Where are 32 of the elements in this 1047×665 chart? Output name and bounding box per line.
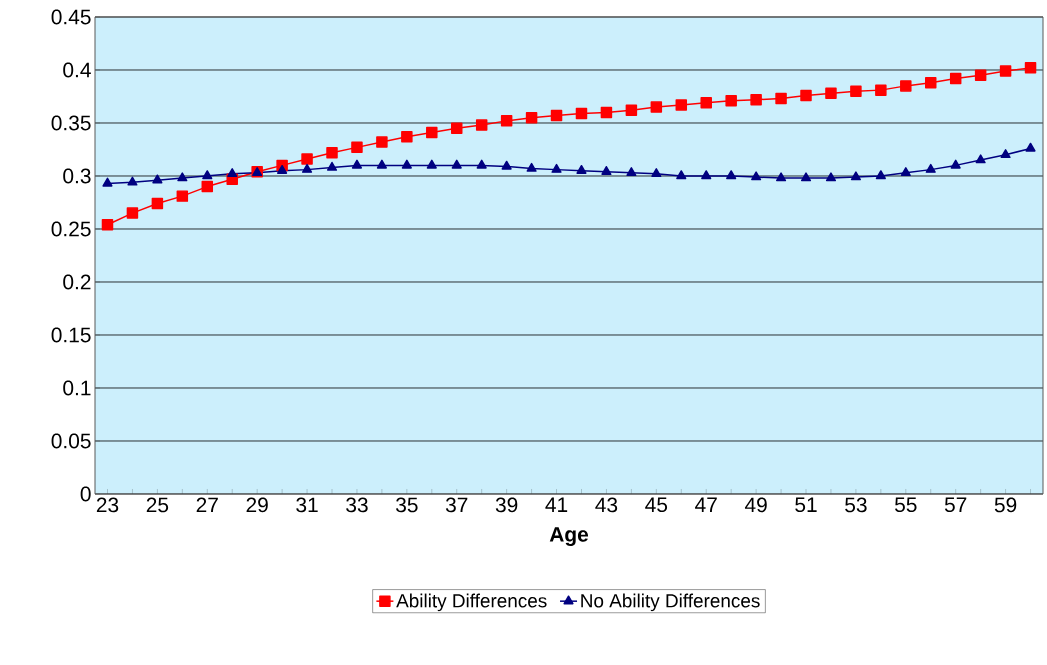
legend-label: Ability Differences bbox=[396, 593, 547, 612]
x-tick-label: 25 bbox=[146, 497, 169, 513]
y-tick-label: 0.25 bbox=[51, 221, 91, 237]
x-axis-title: Age bbox=[549, 527, 589, 546]
x-tick-label: 39 bbox=[495, 497, 518, 513]
y-tick-label: 0 bbox=[80, 486, 91, 502]
y-tick-label: 0.45 bbox=[51, 9, 91, 25]
x-tick-label: 53 bbox=[845, 497, 867, 513]
x-tick-label: 47 bbox=[695, 497, 717, 512]
x-tick-label: 45 bbox=[645, 497, 668, 513]
x-tick-label: 35 bbox=[396, 497, 418, 513]
x-tick-label: 27 bbox=[196, 497, 218, 513]
y-tick-label: 0.2 bbox=[63, 274, 91, 290]
x-tick-label: 37 bbox=[445, 497, 468, 513]
x-tick-label: 23 bbox=[96, 497, 119, 513]
x-tick-label: 29 bbox=[246, 497, 268, 513]
x-tick-label: 55 bbox=[895, 497, 917, 513]
x-tick-label: 57 bbox=[944, 497, 967, 513]
x-tick-label: 49 bbox=[744, 497, 767, 513]
x-tick-label: 41 bbox=[545, 497, 568, 512]
x-tick-label: 33 bbox=[346, 497, 368, 513]
x-tick-label: 59 bbox=[994, 497, 1017, 513]
y-tick-label: 0.15 bbox=[51, 327, 91, 343]
y-tick-label: 0.35 bbox=[51, 115, 91, 131]
x-tick-label: 43 bbox=[595, 497, 618, 513]
y-tick-label: 0.05 bbox=[51, 433, 91, 449]
legend-label: No Ability Differences bbox=[581, 593, 760, 612]
x-tick-label: 51 bbox=[795, 497, 817, 513]
y-tick-label: 0.3 bbox=[63, 168, 91, 184]
y-tick-label: 0.4 bbox=[63, 62, 91, 78]
x-tick-label: 31 bbox=[296, 497, 318, 513]
y-tick-label: 0.1 bbox=[63, 380, 91, 396]
